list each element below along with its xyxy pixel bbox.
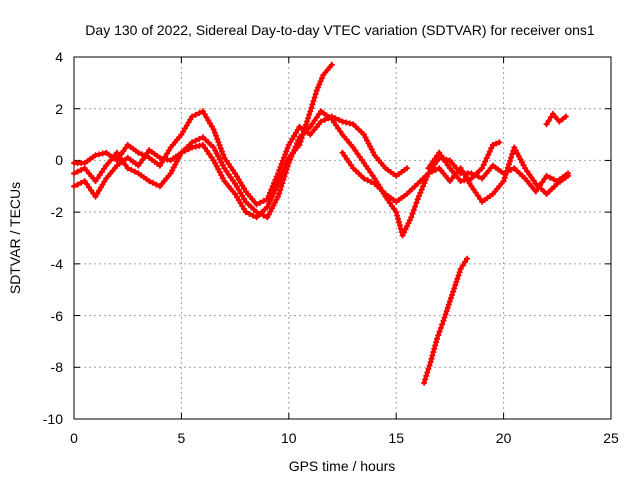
axis-ticks <box>73 56 612 420</box>
x-tick-labels: 0 5 10 15 20 25 <box>70 430 619 446</box>
y-tick-labels: 4 2 0 -2 -4 -6 -8 -10 <box>43 49 63 427</box>
series-markers-track-e <box>425 139 503 185</box>
y-tick-label-neg6: -6 <box>51 308 64 324</box>
y-tick-label-neg4: -4 <box>51 256 64 272</box>
series-markers-track-f <box>543 110 569 128</box>
series-markers-track-c <box>71 61 335 221</box>
y-axis-title: SDTVAR / TECUs <box>7 182 23 294</box>
y-tick-label-neg2: -2 <box>51 204 64 220</box>
x-tick-label-15: 15 <box>388 430 404 446</box>
plot-frame <box>73 56 612 420</box>
y-tick-label-0: 0 <box>55 152 63 168</box>
x-tick-label-0: 0 <box>70 430 78 446</box>
x-tick-label-10: 10 <box>281 430 297 446</box>
series-line-track-b <box>72 109 570 238</box>
x-tick-label-25: 25 <box>603 430 619 446</box>
x-tick-label-5: 5 <box>178 430 186 446</box>
series-markers-track-b <box>71 108 571 239</box>
chart-title: Day 130 of 2022, Sidereal Day-to-day VTE… <box>85 22 595 38</box>
y-tick-label-4: 4 <box>55 49 63 65</box>
y-tick-label-neg8: -8 <box>51 359 64 375</box>
series-markers-track-d <box>339 144 571 205</box>
series-markers-track-a <box>71 108 410 208</box>
x-axis-title: GPS time / hours <box>289 458 396 474</box>
y-tick-label-neg10: -10 <box>43 411 63 427</box>
series-markers-track-g <box>421 255 471 386</box>
x-tick-label-20: 20 <box>496 430 512 446</box>
y-tick-label-2: 2 <box>55 101 63 117</box>
grid-lines <box>74 57 611 419</box>
data-series <box>71 61 571 386</box>
